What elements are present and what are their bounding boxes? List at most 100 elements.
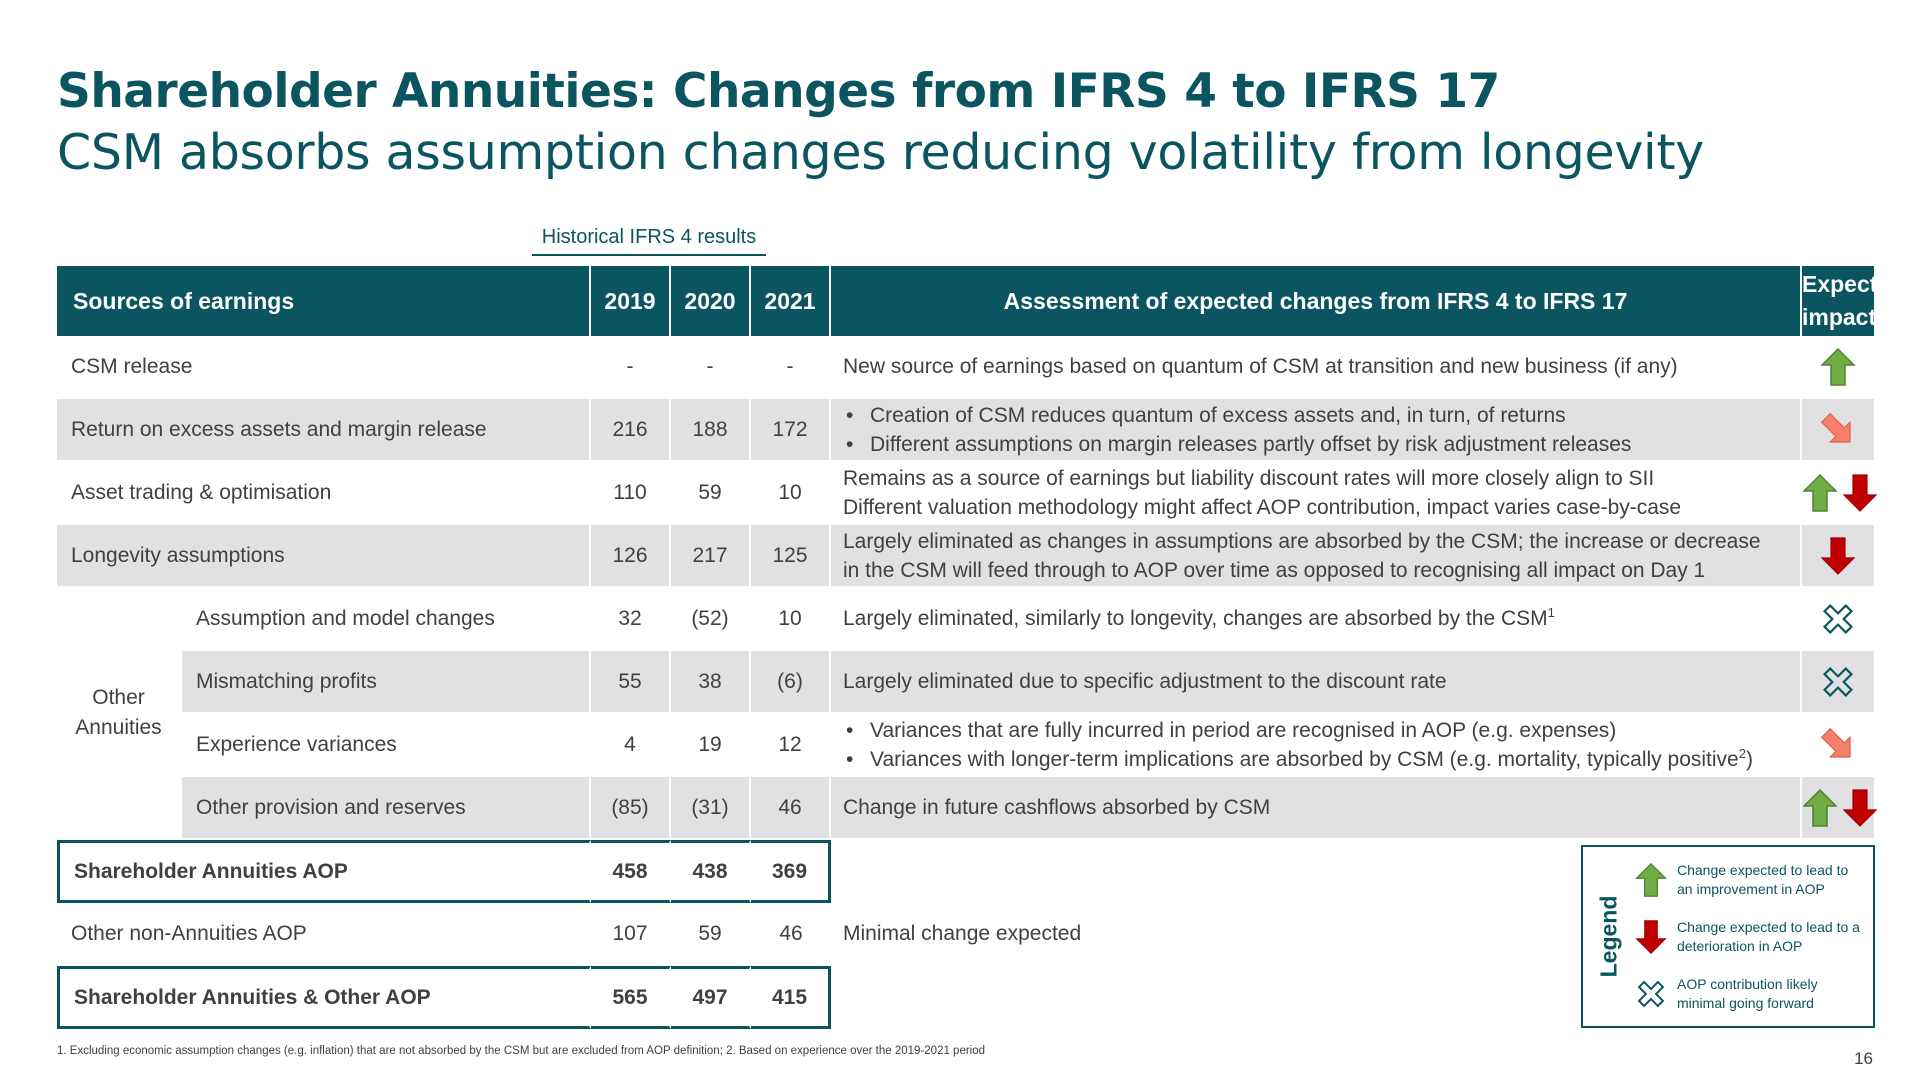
historical-results-label: Historical IFRS 4 results	[532, 226, 766, 256]
value-2019: 107	[591, 903, 671, 966]
row-label: Other non-Annuities AOP	[57, 903, 591, 966]
impact-cell	[1802, 651, 1874, 714]
value-2019: 216	[591, 399, 671, 462]
value-2020: 438	[671, 840, 751, 903]
down-arrow-icon	[1842, 473, 1878, 512]
table-row: Asset trading & optimisation 110 59 10 R…	[57, 462, 1878, 525]
value-2020: 59	[671, 903, 751, 966]
row-label: Longevity assumptions	[57, 525, 591, 588]
value-2019: 565	[591, 966, 671, 1029]
total-row: Shareholder Annuities AOP 458 438 369 Mi…	[57, 840, 1874, 1029]
diagonal-down-arrow-icon	[1820, 727, 1851, 758]
header-2021: 2021	[751, 266, 831, 336]
row-label: Shareholder Annuities & Other AOP	[57, 966, 591, 1029]
value-2020: 19	[671, 714, 751, 777]
value-2019: 32	[591, 588, 671, 651]
impact-cell	[1802, 588, 1874, 651]
value-2021: 172	[751, 399, 831, 462]
value-2020: 217	[671, 525, 751, 588]
value-2021: 415	[751, 966, 831, 1029]
row-label: Asset trading & optimisation	[57, 462, 591, 525]
value-2019: 458	[591, 840, 671, 903]
table-row: Longevity assumptions 126 217 125 Largel…	[57, 525, 1874, 588]
value-2019: 110	[591, 462, 671, 525]
header-2019: 2019	[591, 266, 671, 336]
value-2019: -	[591, 336, 671, 399]
table-row: Other Annuities Assumption and model chan…	[57, 588, 1874, 840]
assessment-text: Remains as a source of earnings but liab…	[831, 462, 1802, 525]
value-2020: 38	[671, 651, 751, 714]
impact-cell	[1802, 462, 1878, 525]
earnings-table: Sources of earnings 2019 2020 2021 Asses…	[57, 266, 1904, 1029]
value-2020: 497	[671, 966, 751, 1029]
other-annuities-label: Other Annuities	[57, 588, 182, 840]
legend-text: AOP contribution likely minimal going fo…	[1677, 976, 1818, 1011]
legend-item: Change expected to lead to a deteriorati…	[1633, 918, 1867, 956]
value-2021: (6)	[751, 651, 831, 714]
value-2021: 10	[751, 588, 831, 651]
impact-cell	[1802, 525, 1874, 588]
legend-text: Change expected to lead to a deteriorati…	[1677, 919, 1860, 954]
value-2019: 4	[591, 714, 671, 777]
row-label: CSM release	[57, 336, 591, 399]
up-arrow-icon	[1802, 473, 1838, 512]
assessment-text: Creation of CSM reduces quantum of exces…	[831, 399, 1802, 462]
cross-outline-icon	[1823, 603, 1853, 634]
page-title: Shareholder Annuities: Changes from IFRS…	[57, 64, 1500, 119]
up-arrow-icon	[1802, 788, 1838, 827]
header-sources: Sources of earnings	[57, 266, 591, 336]
table-row: Other non-Annuities AOP 107 59 46	[57, 903, 1874, 966]
value-2021: 46	[751, 777, 831, 840]
impact-cell	[1802, 399, 1874, 462]
legend-item: Change expected to lead to an improvemen…	[1633, 861, 1867, 899]
total-row: Shareholder Annuities & Other AOP 565 49…	[57, 966, 1874, 1029]
value-2019: 126	[591, 525, 671, 588]
table-row: Experience variances 4 19 12 Variances t…	[57, 714, 1874, 777]
legend-text: Change expected to lead to an improvemen…	[1677, 862, 1849, 897]
footnote-ref: 2	[1738, 745, 1746, 761]
down-arrow-icon	[1635, 920, 1667, 954]
impact-cell	[1802, 336, 1874, 399]
header-assessment: Assessment of expected changes from IFRS…	[831, 266, 1802, 336]
value-2021: 369	[751, 840, 831, 903]
value-2020: (31)	[671, 777, 751, 840]
value-2021: 46	[751, 903, 831, 966]
legend-item: AOP contribution likely minimal going fo…	[1633, 975, 1867, 1013]
assessment-text: Minimal change expected	[831, 840, 1802, 1029]
header-expected-impact: Expected impact	[1802, 266, 1904, 336]
impact-cell	[1802, 714, 1874, 777]
legend-title: Legend	[1595, 895, 1622, 978]
page-number: 16	[1854, 1049, 1873, 1068]
footnote-ref: 1	[1547, 605, 1555, 620]
assessment-text: Change in future cashflows absorbed by C…	[831, 777, 1802, 840]
down-arrow-icon	[1820, 536, 1856, 575]
page-subtitle: CSM absorbs assumption changes reducing …	[57, 124, 1704, 181]
value-2020: -	[671, 336, 751, 399]
row-label: Other provision and reserves	[182, 777, 591, 840]
row-label: Assumption and model changes	[182, 588, 591, 651]
value-2019: 55	[591, 651, 671, 714]
value-2019: (85)	[591, 777, 671, 840]
legend-box: Legend Change expected to lead to an imp…	[1581, 845, 1875, 1028]
value-2021: -	[751, 336, 831, 399]
cross-outline-icon	[1637, 980, 1665, 1008]
table-row: Mismatching profits 55 38 (6) Largely el…	[57, 651, 1874, 714]
value-2021: 125	[751, 525, 831, 588]
row-label: Shareholder Annuities AOP	[57, 840, 591, 903]
up-arrow-icon	[1820, 347, 1856, 386]
assessment-text: New source of earnings based on quantum …	[831, 336, 1802, 399]
row-label: Return on excess assets and margin relea…	[57, 399, 591, 462]
footnote: 1. Excluding economic assumption changes…	[57, 1045, 986, 1057]
value-2020: (52)	[671, 588, 751, 651]
table-row: CSM release - - - New source of earnings…	[57, 336, 1874, 399]
impact-cell	[1802, 777, 1878, 840]
row-label: Mismatching profits	[182, 651, 591, 714]
diagonal-down-arrow-icon	[1820, 412, 1851, 443]
row-label: Experience variances	[182, 714, 591, 777]
cross-outline-icon	[1823, 666, 1853, 697]
header-2020: 2020	[671, 266, 751, 336]
assessment-text: Largely eliminated, similarly to longevi…	[831, 588, 1802, 651]
assessment-text: Largely eliminated as changes in assumpt…	[831, 525, 1802, 588]
value-2020: 188	[671, 399, 751, 462]
down-arrow-icon	[1842, 788, 1878, 827]
